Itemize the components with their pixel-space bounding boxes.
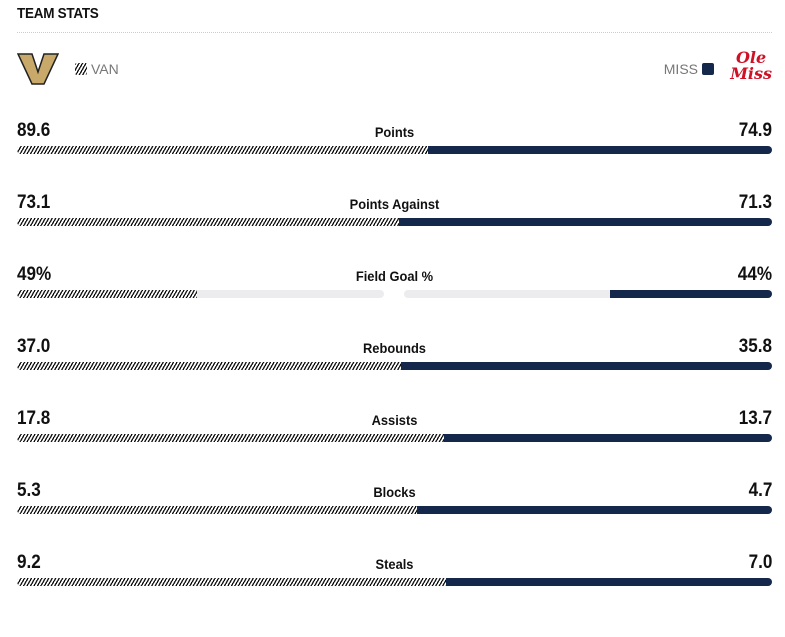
right-value: 74.9 xyxy=(738,120,772,141)
comparison-bar xyxy=(17,146,772,154)
right-value: 4.7 xyxy=(748,480,772,501)
right-bar-fill xyxy=(400,362,772,370)
right-team-abbr: MISS xyxy=(663,61,698,77)
navy-swatch-icon xyxy=(702,63,714,75)
stat-row: 89.6 Points 74.9 xyxy=(17,120,772,170)
ole-miss-logo: Ole Miss xyxy=(730,48,772,83)
left-team-abbr: VAN xyxy=(91,61,119,77)
left-team-legend: VAN xyxy=(75,61,119,77)
right-bar-fill xyxy=(610,290,772,298)
comparison-bar xyxy=(17,578,772,586)
left-value: 89.6 xyxy=(17,120,51,141)
stat-label: Blocks xyxy=(373,484,416,500)
left-bar-track xyxy=(17,290,384,298)
divider xyxy=(17,32,772,33)
left-value: 17.8 xyxy=(17,408,51,429)
right-team-legend: MISS xyxy=(664,61,714,77)
right-bar-track xyxy=(404,290,772,298)
stat-row: 73.1 Points Against 71.3 xyxy=(17,192,772,242)
stat-row: 49% Field Goal % 44% xyxy=(17,264,772,314)
stat-label: Points Against xyxy=(349,196,440,212)
right-bar-fill xyxy=(443,434,772,442)
left-bar-fill xyxy=(17,506,418,514)
stat-label: Field Goal % xyxy=(355,268,434,284)
left-bar-fill xyxy=(17,362,401,370)
stat-label: Assists xyxy=(371,412,418,428)
section-title: TEAM STATS xyxy=(17,5,99,22)
right-bar-fill xyxy=(399,218,772,226)
left-value: 9.2 xyxy=(17,552,41,573)
stat-row: 37.0 Rebounds 35.8 xyxy=(17,336,772,386)
comparison-bar xyxy=(17,218,772,226)
right-bar-fill xyxy=(428,146,772,154)
comparison-bar xyxy=(17,362,772,370)
left-value: 5.3 xyxy=(17,480,41,501)
left-value: 49% xyxy=(17,264,52,285)
hatch-swatch-icon xyxy=(75,63,87,75)
vanderbilt-logo xyxy=(17,53,59,85)
stat-row: 9.2 Steals 7.0 xyxy=(17,552,772,602)
stat-label: Steals xyxy=(375,556,414,572)
left-bar-fill xyxy=(17,146,429,154)
comparison-bar xyxy=(17,434,772,442)
right-value: 13.7 xyxy=(738,408,772,429)
stat-row: 5.3 Blocks 4.7 xyxy=(17,480,772,530)
left-value: 73.1 xyxy=(17,192,51,213)
right-bar-fill xyxy=(445,578,772,586)
right-value: 44% xyxy=(737,264,772,285)
left-bar-fill xyxy=(17,218,400,226)
left-bar-fill xyxy=(17,434,444,442)
left-value: 37.0 xyxy=(17,336,51,357)
left-bar-fill xyxy=(17,578,446,586)
stat-label: Points xyxy=(374,124,415,140)
right-bar-fill xyxy=(417,506,772,514)
right-value: 35.8 xyxy=(738,336,772,357)
stat-row: 17.8 Assists 13.7 xyxy=(17,408,772,458)
left-bar-fill xyxy=(17,290,197,298)
stat-label: Rebounds xyxy=(363,340,426,356)
comparison-bar xyxy=(17,506,772,514)
right-value: 7.0 xyxy=(748,552,772,573)
right-value: 71.3 xyxy=(738,192,772,213)
